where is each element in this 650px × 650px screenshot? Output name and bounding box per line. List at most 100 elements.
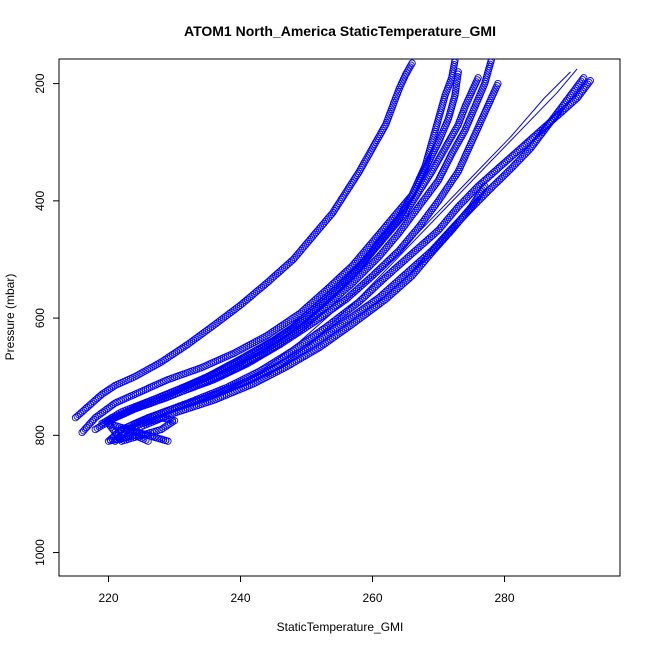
- data-point: [135, 370, 143, 379]
- data-point: [411, 194, 419, 202]
- data-point: [430, 163, 438, 172]
- series-4: [98, 74, 482, 428]
- data-point: [105, 385, 114, 393]
- data-point: [238, 345, 246, 353]
- data-point: [321, 339, 329, 348]
- data-point: [415, 188, 423, 196]
- data-point: [280, 338, 288, 346]
- data-point: [440, 146, 448, 154]
- data-point: [457, 132, 466, 141]
- data-point: [348, 179, 356, 187]
- data-point: [401, 208, 410, 217]
- data-point: [368, 144, 377, 152]
- data-point: [413, 190, 422, 198]
- data-point: [338, 298, 347, 306]
- data-point: [262, 348, 271, 357]
- data-point: [400, 210, 408, 219]
- data-point: [269, 328, 277, 336]
- data-point: [339, 326, 348, 335]
- data-point: [284, 317, 292, 325]
- data-point: [379, 124, 388, 133]
- data-point: [335, 199, 343, 207]
- data-point: [454, 68, 462, 76]
- data-point: [292, 312, 300, 320]
- data-point: [313, 329, 321, 338]
- data-point: [358, 162, 367, 170]
- data-point: [352, 173, 360, 181]
- data-point: [407, 199, 416, 207]
- data-point: [268, 370, 276, 378]
- data-point: [282, 336, 290, 345]
- x-axis-label: StaticTemperature_GMI: [277, 620, 404, 634]
- data-point: [453, 122, 461, 131]
- data-point: [346, 182, 354, 191]
- data-point: [412, 192, 420, 200]
- data-point: [144, 437, 152, 445]
- data-point: [320, 332, 328, 341]
- data-point: [305, 321, 313, 329]
- y-tick-label: 600: [33, 308, 47, 328]
- data-point: [450, 146, 458, 154]
- data-point: [293, 329, 302, 337]
- data-point: [263, 332, 271, 340]
- data-point: [276, 340, 284, 349]
- data-point: [242, 343, 250, 351]
- data-point: [300, 352, 308, 361]
- plot-content: [71, 59, 594, 445]
- data-point: [131, 373, 139, 381]
- data-point: [449, 130, 457, 139]
- data-point: [145, 365, 153, 373]
- data-point: [336, 197, 344, 206]
- data-point: [165, 353, 173, 361]
- data-point: [401, 71, 410, 79]
- data-point: [453, 140, 461, 148]
- data-point: [406, 63, 414, 71]
- data-point: [338, 328, 346, 336]
- data-point: [481, 182, 489, 190]
- data-point: [247, 357, 255, 366]
- data-point: [332, 332, 340, 340]
- series-3: [91, 68, 462, 434]
- data-point: [170, 349, 179, 357]
- data-point: [424, 158, 432, 167]
- data-point: [159, 357, 167, 365]
- data-point: [189, 336, 198, 344]
- chart-title: ATOM1 North_America StaticTemperature_GM…: [184, 23, 496, 39]
- data-point: [365, 307, 373, 316]
- x-tick-label: 260: [362, 591, 382, 605]
- data-point: [446, 134, 455, 142]
- data-point: [409, 197, 417, 206]
- data-point: [425, 171, 434, 179]
- data-point: [399, 206, 407, 215]
- data-point: [172, 348, 181, 356]
- data-point: [272, 357, 280, 365]
- data-point: [344, 184, 353, 192]
- data-point: [165, 420, 173, 429]
- data-point: [454, 70, 462, 78]
- data-point: [444, 138, 453, 146]
- data-point: [91, 425, 99, 434]
- data-point: [149, 362, 157, 371]
- data-point: [453, 169, 461, 178]
- y-tick-label: 800: [33, 425, 47, 445]
- data-point: [264, 347, 273, 355]
- data-point: [259, 334, 267, 342]
- data-point: [286, 334, 294, 342]
- data-point: [245, 359, 253, 367]
- data-point: [314, 315, 323, 323]
- data-point: [373, 136, 381, 144]
- data-point: [255, 353, 263, 361]
- x-tick-label: 280: [494, 591, 514, 605]
- data-point: [469, 201, 477, 209]
- data-point: [406, 201, 414, 209]
- series-line-2: [253, 71, 571, 378]
- data-point: [377, 128, 385, 137]
- data-point: [274, 341, 282, 350]
- data-point: [487, 59, 495, 64]
- data-point: [180, 343, 188, 351]
- data-point: [253, 354, 261, 362]
- series-5: [104, 59, 495, 425]
- data-point: [274, 324, 283, 332]
- data-point: [141, 367, 149, 375]
- data-point: [327, 306, 336, 314]
